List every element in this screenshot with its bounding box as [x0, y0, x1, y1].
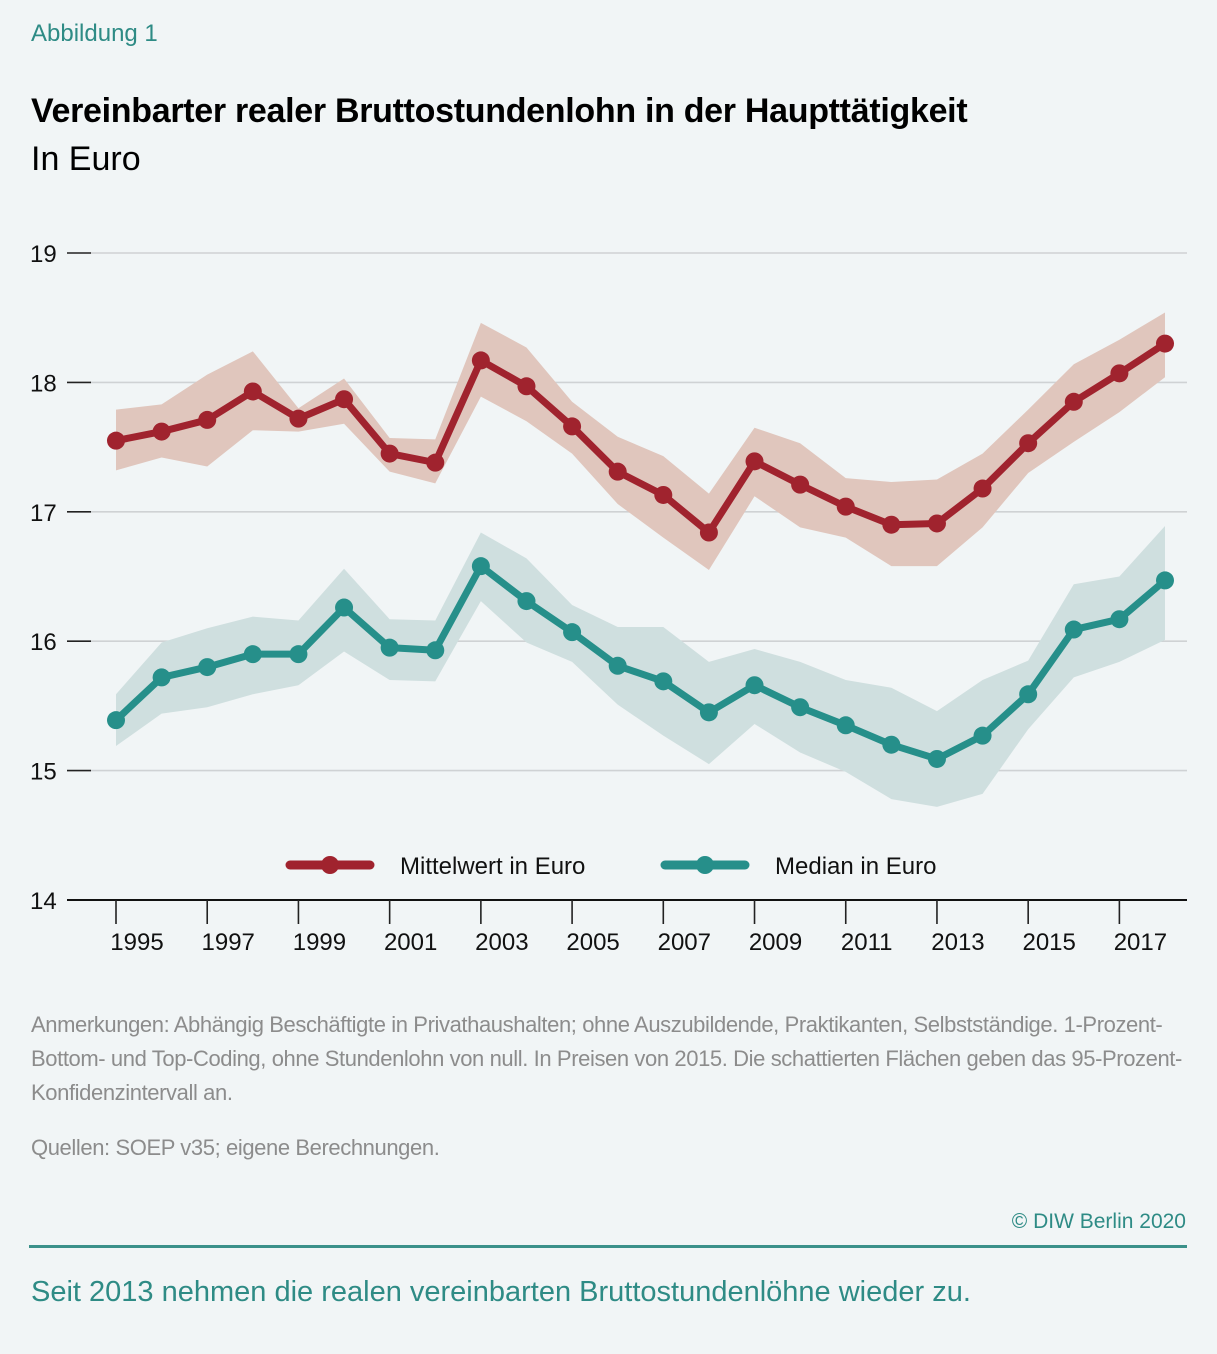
median-data-point [1110, 610, 1129, 629]
y-tick-label: 18 [30, 370, 57, 397]
mean-data-point [836, 497, 855, 516]
y-tick-label: 14 [30, 888, 57, 915]
y-tick-label: 19 [30, 241, 57, 268]
mean-data-point [517, 377, 536, 396]
median-data-point [152, 668, 171, 687]
mean-data-point [699, 523, 718, 542]
legend-label: Median in Euro [775, 853, 936, 880]
x-tick-label: 2005 [566, 929, 619, 956]
median-confidence-band [116, 526, 1165, 807]
line-chart: 14 15 16 17 18 19 1995 1997 1999 2001 2003 2005 2007… [30, 241, 1187, 956]
median-data-point [1064, 620, 1083, 639]
mean-data-point [745, 452, 764, 471]
x-tick-label: 2015 [1022, 929, 1075, 956]
mean-data-point [198, 410, 217, 429]
x-tick-label: 1995 [110, 929, 163, 956]
legend-item-median: Median in Euro [660, 853, 936, 880]
median-data-point [973, 726, 992, 745]
mean-data-point [107, 431, 125, 450]
x-tick-label: 2013 [931, 929, 984, 956]
chart-notes: Anmerkungen: Abhängig Beschäftigte in Pr… [31, 1012, 1182, 1105]
median-data-point [927, 749, 946, 768]
mean-data-point [152, 422, 171, 441]
median-data-point [1019, 685, 1038, 704]
median-data-point [426, 641, 445, 660]
mean-data-point [1019, 434, 1038, 453]
mean-data-point [471, 351, 490, 370]
x-tick-label: 2009 [749, 929, 802, 956]
mean-data-point [426, 453, 445, 472]
mean-data-point [1110, 364, 1129, 383]
mean-data-point [335, 390, 354, 409]
mean-data-point [882, 515, 901, 534]
x-tick-label: 2011 [841, 929, 893, 956]
median-data-point [471, 557, 490, 576]
figure-label: Abbildung 1 [31, 20, 158, 47]
chart-takeaway: Seit 2013 nehmen die realen vereinbarten… [31, 1276, 971, 1308]
confidence-bands [116, 312, 1165, 807]
legend-marker-icon [696, 856, 714, 874]
median-data-point [198, 658, 217, 677]
chart-subtitle: In Euro [31, 140, 141, 178]
median-data-point [289, 645, 308, 664]
mean-data-point [289, 409, 308, 428]
series-lines [107, 334, 1174, 768]
median-data-point [791, 698, 810, 717]
legend-label: Mittelwert in Euro [400, 853, 585, 880]
median-data-point [608, 656, 627, 675]
mean-data-point [563, 417, 582, 436]
mean-data-point [1156, 334, 1174, 353]
copyright: © DIW Berlin 2020 [1011, 1210, 1186, 1233]
median-data-point [699, 703, 718, 722]
mean-data-point [654, 485, 673, 504]
x-tick-label: 2017 [1114, 929, 1167, 956]
x-tick-label: 1997 [202, 929, 255, 956]
x-tick-label: 2007 [658, 929, 711, 956]
median-data-point [243, 645, 262, 664]
median-data-point [1156, 571, 1174, 590]
median-data-point [563, 623, 582, 642]
axes: 14 15 16 17 18 19 1995 1997 1999 2001 2003 2005 2007… [30, 241, 1187, 956]
mean-confidence-band [116, 312, 1165, 571]
mean-data-point [973, 479, 992, 498]
median-data-point [335, 598, 354, 617]
median-data-point [517, 592, 536, 611]
x-tick-label: 2001 [384, 929, 437, 956]
median-data-point [745, 676, 764, 695]
y-tick-label: 17 [30, 500, 57, 527]
median-data-point [836, 716, 855, 735]
divider [29, 1245, 1187, 1248]
median-data-point [654, 672, 673, 691]
mean-data-point [791, 475, 810, 494]
chart-title: Vereinbarter realer Bruttostundenlohn in… [31, 92, 968, 130]
mean-data-point [927, 514, 946, 533]
mean-data-point [380, 444, 399, 463]
x-tick-label: 1999 [293, 929, 346, 956]
median-data-point [380, 638, 399, 657]
y-tick-label: 16 [30, 629, 57, 656]
y-tick-label: 15 [30, 759, 57, 786]
legend-item-mean: Mittelwert in Euro [285, 853, 585, 880]
legend: Mittelwert in Euro Median in Euro [285, 853, 936, 880]
mean-data-point [243, 382, 262, 401]
x-tick-label: 2003 [475, 929, 528, 956]
chart-sources: Quellen: SOEP v35; eigene Berechnungen. [31, 1135, 440, 1160]
median-data-point [882, 735, 901, 754]
median-data-point [107, 711, 125, 730]
mean-data-point [1064, 392, 1083, 411]
legend-marker-icon [321, 856, 339, 874]
mean-data-point [608, 462, 627, 481]
